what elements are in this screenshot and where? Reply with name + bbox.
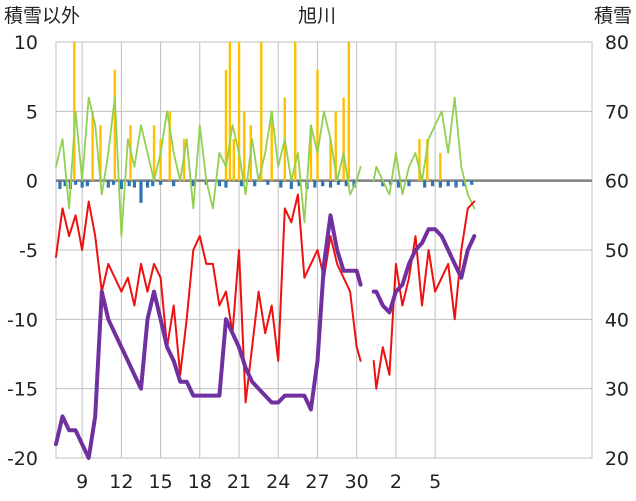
x-tick-label: 18 <box>188 471 212 493</box>
bars-layer <box>58 42 474 203</box>
blue-bar <box>336 180 340 185</box>
x-tick-label: 9 <box>76 471 88 493</box>
x-tick-label: 15 <box>148 471 172 493</box>
blue-bar <box>462 180 466 187</box>
left-axis-label: 積雪以外 <box>4 5 80 27</box>
blue-bar <box>344 180 348 187</box>
right-tick-label: 80 <box>605 32 629 54</box>
right-tick-label: 20 <box>605 448 629 470</box>
blue-bar <box>111 180 116 185</box>
blue-bar <box>279 180 283 188</box>
blue-bar <box>145 180 150 188</box>
orange-bar <box>426 139 429 181</box>
blue-bar <box>58 180 62 189</box>
blue-bar <box>454 180 458 188</box>
blue-bar <box>85 180 89 187</box>
blue-bar <box>423 180 427 188</box>
orange-bar <box>152 125 156 181</box>
blue-bar <box>313 180 317 188</box>
blue-bar <box>381 180 385 187</box>
orange-bar <box>243 111 246 181</box>
blue-bar <box>191 180 195 187</box>
blue-bar <box>158 180 163 185</box>
left-tick-label: 10 <box>14 32 38 54</box>
orange-bar <box>418 139 421 181</box>
orange-bar <box>113 69 117 181</box>
blue-bar <box>151 180 155 187</box>
green-series-line <box>55 96 476 237</box>
orange-bar <box>232 139 235 181</box>
blue-bar <box>266 180 270 185</box>
orange-bar <box>73 42 76 181</box>
right-tick-label: 30 <box>605 379 629 401</box>
blue-bar <box>80 180 84 188</box>
x-tick-label: 21 <box>227 471 251 493</box>
orange-bar <box>329 139 332 181</box>
blue-bar <box>253 180 257 187</box>
orange-bar <box>270 111 273 181</box>
x-tick-label: 5 <box>429 471 441 493</box>
orange-bar <box>294 42 297 181</box>
blue-bar <box>407 180 411 187</box>
left-tick-label: 5 <box>26 101 38 123</box>
blue-bar <box>127 180 131 187</box>
right-tick-label: 50 <box>605 240 629 262</box>
left-tick-label: 0 <box>26 171 38 193</box>
blue-bar <box>430 180 435 187</box>
blue-bar <box>321 180 325 187</box>
x-tick-label: 12 <box>109 471 133 493</box>
right-axis-label: 積雪 <box>594 5 632 27</box>
orange-bar <box>237 42 241 181</box>
x-tick-label: 24 <box>266 471 290 493</box>
lines-layer <box>54 96 477 460</box>
x-tick-label: 30 <box>345 471 369 493</box>
blue-bar <box>396 180 401 188</box>
orange-bar <box>342 97 345 181</box>
blue-bar <box>119 180 123 189</box>
left-tick-label: -5 <box>19 240 38 262</box>
blue-bar <box>63 180 67 187</box>
blue-bar <box>328 180 333 188</box>
blue-bar <box>446 180 450 187</box>
orange-bar <box>159 139 162 181</box>
orange-bar <box>260 42 263 181</box>
tick-labels: 10 80 5 70 0 60 -5 50 -10 40 -15 30 -20 20 9 12 15 18 21 24… <box>7 32 629 493</box>
right-tick-label: 40 <box>605 309 629 331</box>
blue-bar <box>438 180 442 188</box>
right-tick-label: 60 <box>605 171 629 193</box>
orange-bar <box>347 42 351 181</box>
orange-bar <box>99 125 102 181</box>
orange-bar <box>439 152 442 181</box>
orange-bar <box>228 42 232 181</box>
orange-bar <box>224 69 228 181</box>
x-tick-label: 2 <box>390 471 402 493</box>
blue-bar <box>106 180 110 188</box>
left-tick-label: -15 <box>7 379 38 401</box>
blue-bar <box>132 180 137 188</box>
blue-bar <box>297 180 301 187</box>
blue-bar <box>217 180 222 187</box>
left-tick-label: -10 <box>7 309 38 331</box>
orange-bar <box>309 125 313 181</box>
orange-bar <box>334 111 337 181</box>
blue-bar <box>74 180 78 185</box>
right-tick-label: 70 <box>605 101 629 123</box>
blue-bar <box>470 180 474 185</box>
blue-bar <box>172 180 176 187</box>
blue-bar <box>139 180 143 203</box>
chart-title: 旭川 <box>298 5 336 27</box>
blue-bar <box>289 180 293 189</box>
purple-series-line <box>54 213 477 460</box>
orange-bar <box>168 111 171 181</box>
blue-bar <box>224 180 228 188</box>
orange-bar <box>91 111 94 181</box>
orange-bar <box>316 69 319 181</box>
blue-bar <box>240 180 244 187</box>
red-series-line <box>55 193 476 404</box>
x-tick-label: 27 <box>305 471 329 493</box>
left-tick-label: -20 <box>7 448 38 470</box>
